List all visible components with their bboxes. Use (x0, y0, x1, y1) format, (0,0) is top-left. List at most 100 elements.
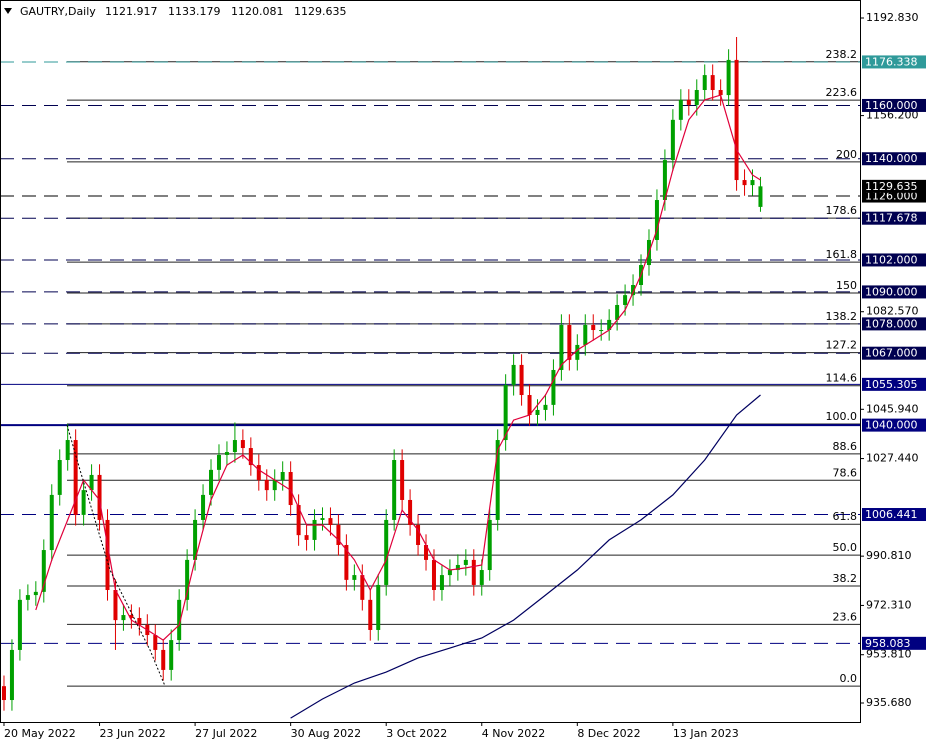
candle-body (400, 460, 405, 500)
fib-label: 223.6 (826, 86, 858, 99)
candle-body (320, 518, 325, 520)
candle-body (288, 472, 293, 506)
ma-slow (290, 394, 761, 719)
x-tick-label: 27 Jul 2022 (195, 727, 257, 740)
candle-body (384, 519, 389, 585)
candle-body (57, 460, 62, 495)
fib-label: 88.6 (833, 440, 858, 453)
level-box (862, 346, 926, 360)
candle-body (694, 90, 699, 105)
candle-body (463, 559, 468, 565)
candle-body (41, 550, 46, 592)
level-label: 1102.000 (865, 253, 918, 266)
y-tick-label: 1045.940 (866, 402, 919, 415)
level-label: 1055.305 (865, 378, 918, 391)
level-label: 1140.000 (865, 152, 918, 165)
y-tick-label: 953.810 (866, 648, 912, 661)
candle-body (169, 640, 174, 670)
level-label: 1078.000 (865, 317, 918, 330)
candle-body (479, 570, 484, 585)
candle-body (495, 440, 500, 520)
fib-label: 138.2 (826, 310, 858, 323)
level-box (862, 508, 926, 522)
fib-label: 127.2 (826, 339, 858, 352)
candle-body (471, 559, 476, 585)
fib-label: 23.6 (833, 610, 858, 623)
candle-body (758, 186, 763, 207)
candle-body (392, 460, 397, 520)
candle-body (352, 575, 357, 580)
level-box (862, 317, 926, 331)
candle-body (248, 448, 253, 466)
candle-body (33, 591, 38, 596)
candle-body (201, 494, 206, 520)
candle-body (193, 519, 198, 560)
level-label: 958.083 (865, 637, 911, 650)
candle-body (623, 295, 628, 305)
candle-body (742, 180, 747, 186)
x-tick-label: 3 Oct 2022 (386, 727, 447, 740)
candle-body (718, 90, 723, 96)
candle-body (280, 472, 285, 480)
chart-title: GAUTRY,Daily (20, 5, 96, 18)
candle-body (376, 584, 381, 630)
candle-body (511, 364, 516, 385)
fib-label: 161.8 (826, 248, 858, 261)
candle-body (360, 575, 365, 600)
level-box (862, 55, 926, 69)
level-box (862, 377, 926, 391)
candle-body (137, 617, 142, 625)
candle-body (232, 440, 237, 453)
candle-body (49, 494, 54, 551)
current-price-box (862, 179, 926, 193)
level-box (862, 285, 926, 299)
candle-body (129, 615, 134, 618)
ohlc-close: 1129.635 (294, 5, 347, 18)
candle-body (368, 599, 373, 630)
candle-body (543, 404, 548, 410)
candle-body (209, 469, 214, 495)
candle-body (487, 519, 492, 571)
x-tick-label: 20 May 2022 (4, 727, 76, 740)
candle-body (607, 319, 612, 331)
level-label: 1090.000 (865, 285, 918, 298)
candle-body (344, 544, 349, 580)
candle-body (73, 440, 78, 515)
fib-label: 238.2 (826, 48, 858, 61)
x-tick-label: 30 Aug 2022 (291, 727, 361, 740)
candle-body (503, 384, 508, 441)
candle-body (527, 395, 532, 415)
candle-body (559, 324, 564, 370)
fib-label: 114.6 (826, 372, 858, 385)
candle-body (424, 544, 429, 560)
trend-line (66, 424, 166, 687)
fib-label: 150 (836, 279, 857, 292)
level-box (862, 152, 926, 166)
fib-label: 78.6 (833, 466, 858, 479)
candle-body (599, 330, 604, 332)
fib-label: 200 (836, 148, 857, 161)
candle-body (455, 564, 460, 571)
y-tick-label: 972.310 (866, 598, 912, 611)
x-tick-label: 4 Nov 2022 (482, 727, 545, 740)
level-box (862, 211, 926, 225)
candle-body (750, 180, 755, 186)
x-tick-label: 23 Jun 2022 (100, 727, 166, 740)
candle-body (662, 160, 667, 201)
candle-body (519, 364, 524, 396)
candle-body (408, 499, 413, 526)
candle-body (439, 575, 444, 591)
level-box (862, 253, 926, 267)
candle-body (9, 649, 14, 701)
level-label: 1067.000 (865, 347, 918, 360)
candle-body (575, 344, 580, 360)
fib-label: 61.8 (833, 510, 858, 523)
candle-body (89, 474, 94, 491)
candle-body (631, 285, 636, 296)
candle-body (615, 304, 620, 320)
candle-body (97, 474, 102, 520)
fib-label: 0.0 (840, 672, 858, 685)
level-label: 1117.678 (865, 212, 918, 225)
candle-body (113, 590, 118, 621)
